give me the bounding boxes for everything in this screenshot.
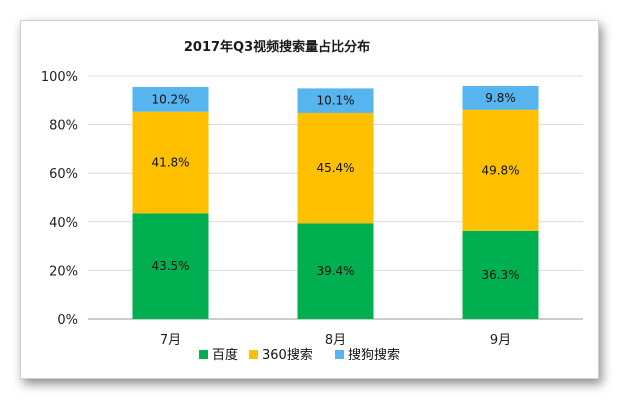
bar-stack: 39.4% 45.4% 10.1% bbox=[297, 88, 374, 319]
data-label: 49.8% bbox=[481, 163, 519, 177]
x-tick-label: 9月 bbox=[490, 333, 511, 348]
bar-segment bbox=[132, 213, 209, 319]
bar-segment bbox=[297, 112, 374, 224]
y-tick-label: 100% bbox=[41, 70, 78, 85]
bar-segment bbox=[462, 85, 539, 110]
legend: 百度 360搜索 搜狗搜索 bbox=[199, 347, 400, 363]
legend-item: 360搜索 bbox=[249, 348, 313, 363]
bar-segment bbox=[462, 109, 539, 231]
legend-swatch bbox=[335, 350, 344, 359]
data-label: 41.8% bbox=[151, 156, 189, 170]
y-tick-label: 20% bbox=[49, 264, 78, 279]
y-axis: 0% 20% 40% 60% 80% 100% bbox=[41, 70, 78, 328]
data-label: 45.4% bbox=[316, 161, 354, 175]
bars: 43.5% 41.8% 10.2% 39.4% 45.4% 10.1% 36.3% 49.8%… bbox=[132, 85, 539, 319]
bar-segment bbox=[132, 86, 209, 112]
chart-card: 2017年Q3视频搜索量占比分布 0% 20% 40% 60% 80% 100% 43.5… bbox=[20, 20, 599, 379]
legend-item: 百度 bbox=[199, 347, 238, 363]
y-tick-label: 80% bbox=[49, 119, 78, 134]
data-label: 36.3% bbox=[481, 268, 519, 282]
stacked-bar-chart: 2017年Q3视频搜索量占比分布 0% 20% 40% 60% 80% 100% 43.5… bbox=[41, 39, 583, 363]
data-label: 39.4% bbox=[316, 264, 354, 278]
bar-stack: 36.3% 49.8% 9.8% bbox=[462, 85, 539, 319]
legend-label: 搜狗搜索 bbox=[348, 348, 400, 363]
data-label: 10.2% bbox=[151, 92, 189, 106]
bar-stack: 43.5% 41.8% 10.2% bbox=[132, 86, 209, 319]
legend-label: 360搜索 bbox=[262, 348, 313, 363]
legend-item: 搜狗搜索 bbox=[335, 348, 400, 363]
bar-segment bbox=[297, 223, 374, 319]
bar-segment bbox=[462, 230, 539, 319]
x-tick-label: 8月 bbox=[325, 333, 346, 348]
legend-label: 百度 bbox=[212, 347, 238, 363]
y-tick-label: 40% bbox=[49, 216, 78, 231]
y-tick-label: 0% bbox=[57, 313, 78, 328]
y-tick-label: 60% bbox=[49, 167, 78, 182]
data-label: 9.8% bbox=[485, 91, 516, 105]
bar-segment bbox=[297, 88, 374, 113]
data-label: 10.1% bbox=[316, 94, 354, 108]
bar-segment bbox=[132, 111, 209, 214]
chart-title: 2017年Q3视频搜索量占比分布 bbox=[184, 39, 370, 55]
x-tick-label: 7月 bbox=[160, 333, 181, 348]
x-axis: 7月 8月 9月 bbox=[160, 333, 511, 348]
legend-swatch bbox=[249, 350, 258, 359]
data-label: 43.5% bbox=[151, 259, 189, 273]
legend-swatch bbox=[199, 350, 208, 359]
